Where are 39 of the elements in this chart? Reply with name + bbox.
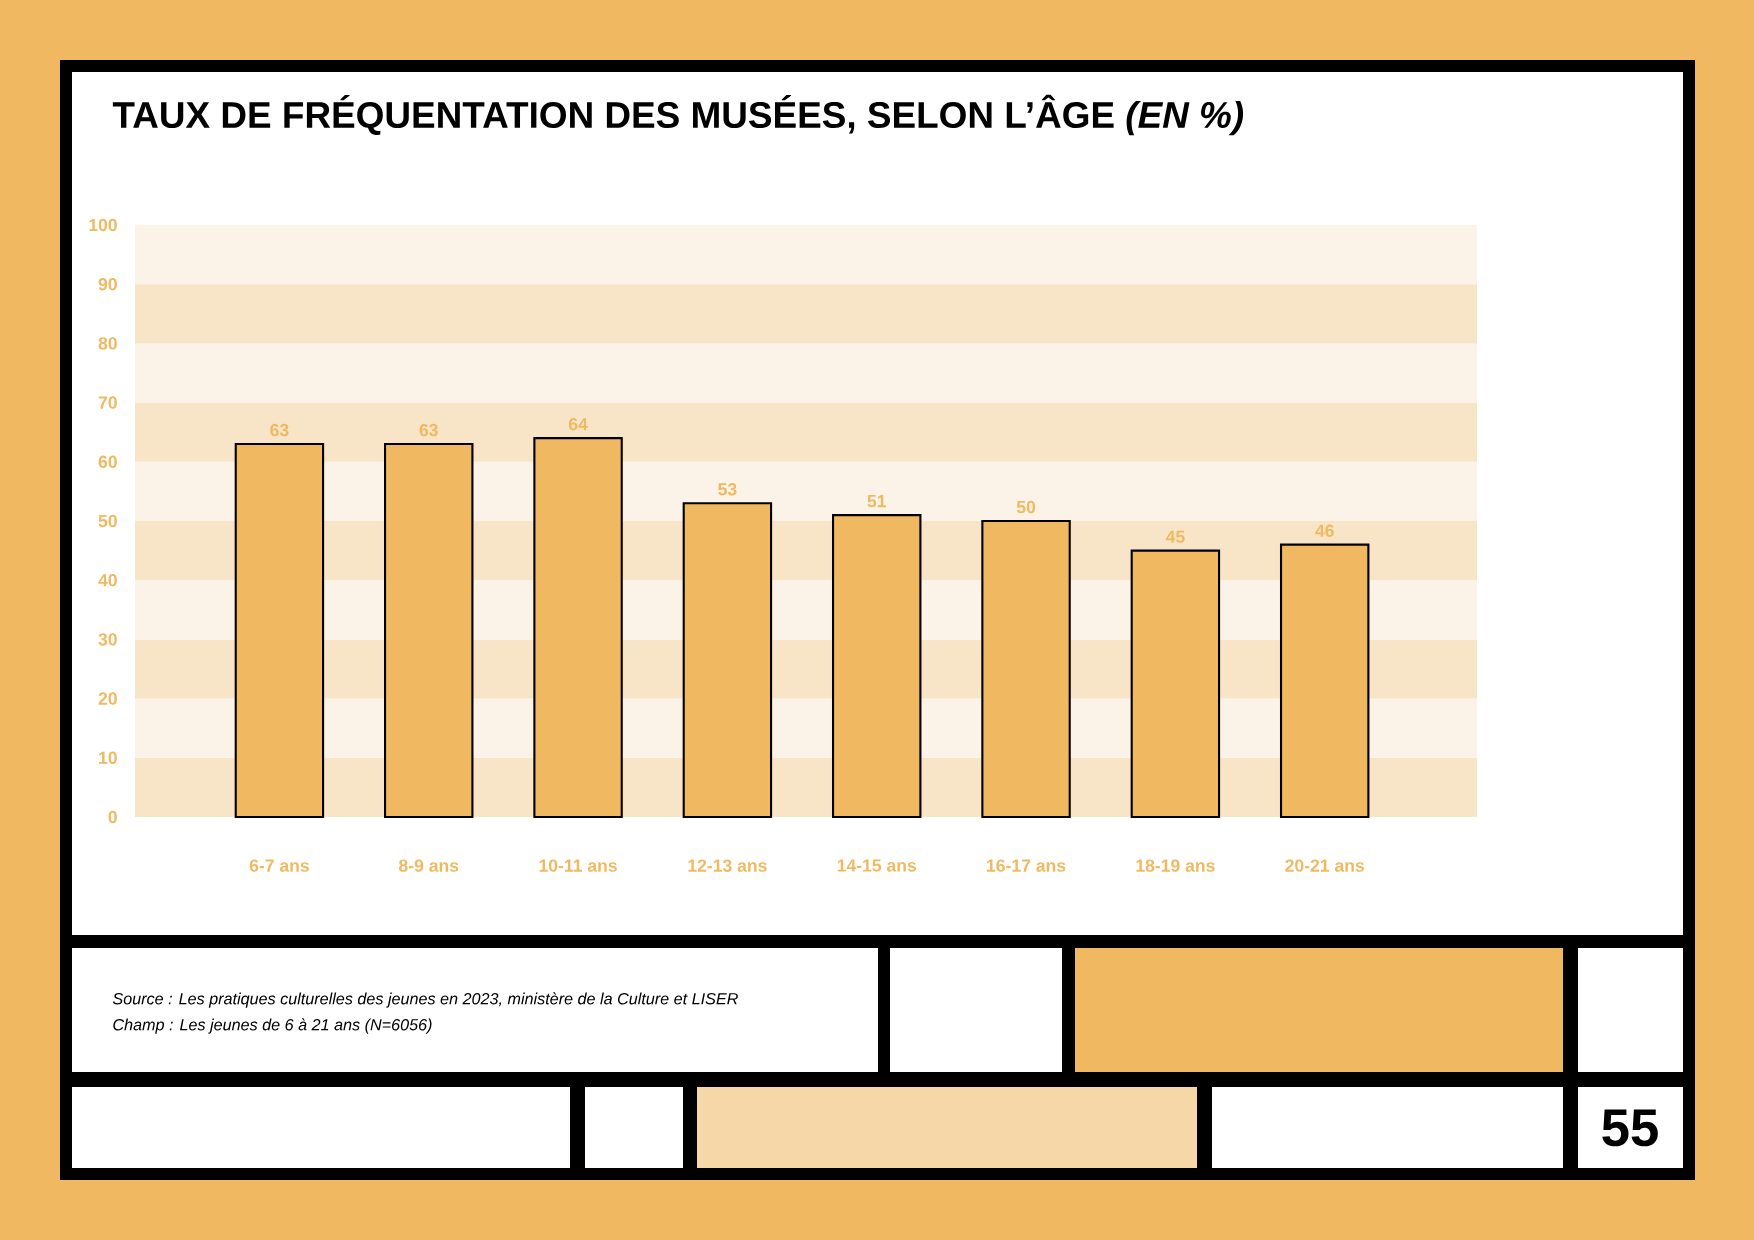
x-tick-label: 20-21 ans [1285,859,1364,872]
chart-title: TAUX DE FRÉQUENTATION DES MUSÉES, SELON L’ÂGE (EN %) [112,94,1244,136]
data-label: 50 [1016,500,1036,514]
text: Champ : Les jeunes de 6 à 21 ans (N=6056) [113,1018,432,1034]
y-tick-label: 20 [98,692,117,705]
y-tick-label: 80 [98,337,117,350]
x-tick-label: 10-11 ans [539,859,617,872]
bar [831,514,922,819]
x-tick-label: 6-7 ans [249,859,309,872]
y-tick-label: 0 [108,810,117,824]
bar [234,442,325,819]
x-tick-label: 18-19 ans [1136,859,1215,872]
data-label: 63 [419,423,438,437]
x-tick-label: 16-17 ans [987,859,1066,872]
bar [533,437,623,819]
data-label: 46 [1315,524,1334,537]
bar [1279,543,1370,819]
bar [383,442,474,819]
data-label: 51 [867,495,887,508]
data-label: 64 [568,417,588,431]
y-tick-label: 50 [98,514,117,528]
data-label: 45 [1165,530,1185,543]
data-label: 53 [718,483,737,496]
y-tick-label: 60 [98,455,117,469]
y-tick-label: 90 [98,277,117,291]
text: 55 [1602,1109,1658,1147]
y-tick-label: 70 [98,396,117,409]
x-tick-label: 12-13 ans [688,859,767,872]
data-label: 63 [270,423,289,437]
y-tick-label: 100 [89,218,117,232]
x-tick-label: 14-15 ans [837,859,917,872]
bar [682,502,773,819]
source-note: Source : Les pratiques culturelles des jeunes en 2023, ministère de la Culture et LISER [112,992,738,1008]
y-tick-label: 10 [99,751,117,765]
bar [981,519,1071,819]
bar [1130,549,1221,819]
y-tick-label: 40 [98,573,117,587]
x-tick-label: 8-9 ans [399,859,459,872]
y-tick-label: 30 [98,633,117,646]
